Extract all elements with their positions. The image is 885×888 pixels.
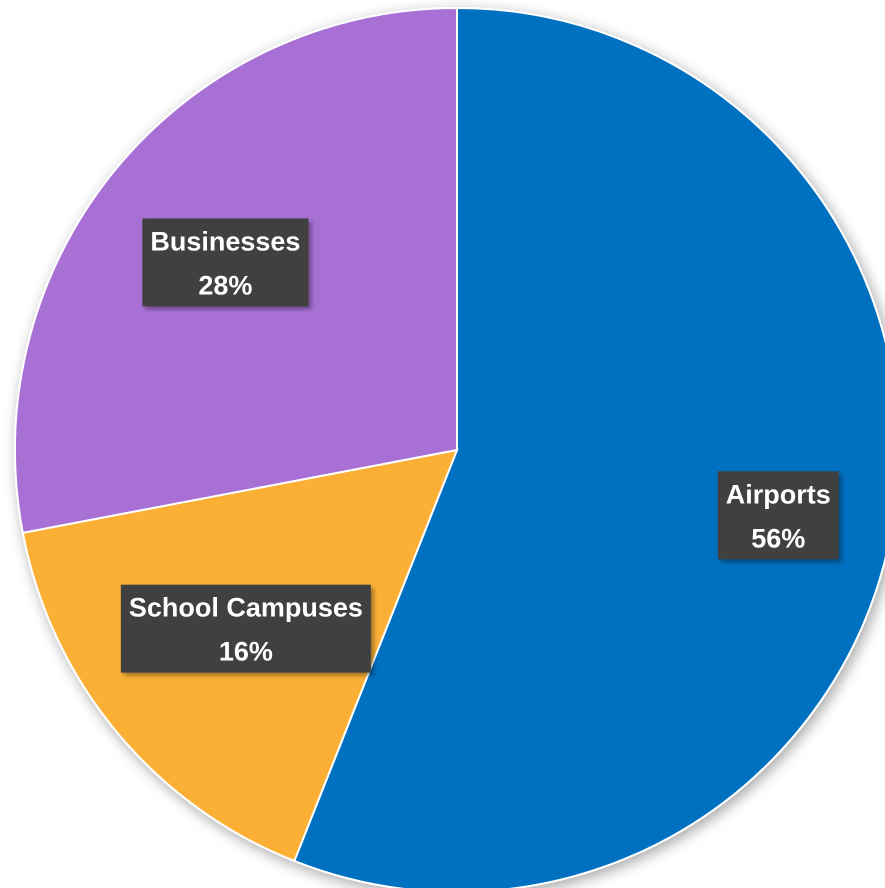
data-label-category: School Campuses [129, 593, 363, 623]
data-label-airports: Airports 56% [717, 471, 839, 560]
data-label-value: 56% [751, 523, 805, 553]
data-label-box [142, 218, 309, 307]
pie-slices [14, 6, 885, 888]
pie-labels: Airports 56% School Campuses 16% Businesses 2… [120, 218, 839, 673]
data-label-category: Airports [726, 479, 831, 509]
data-label-box [717, 471, 839, 560]
data-label-box [120, 584, 371, 673]
data-label-category: Businesses [150, 226, 300, 256]
data-label-value: 28% [198, 270, 252, 300]
pie-slice-airports [292, 6, 885, 888]
data-label-businesses: Businesses 28% [142, 218, 309, 307]
data-label-value: 16% [219, 637, 273, 667]
data-label-school-campuses: School Campuses 16% [120, 584, 371, 673]
